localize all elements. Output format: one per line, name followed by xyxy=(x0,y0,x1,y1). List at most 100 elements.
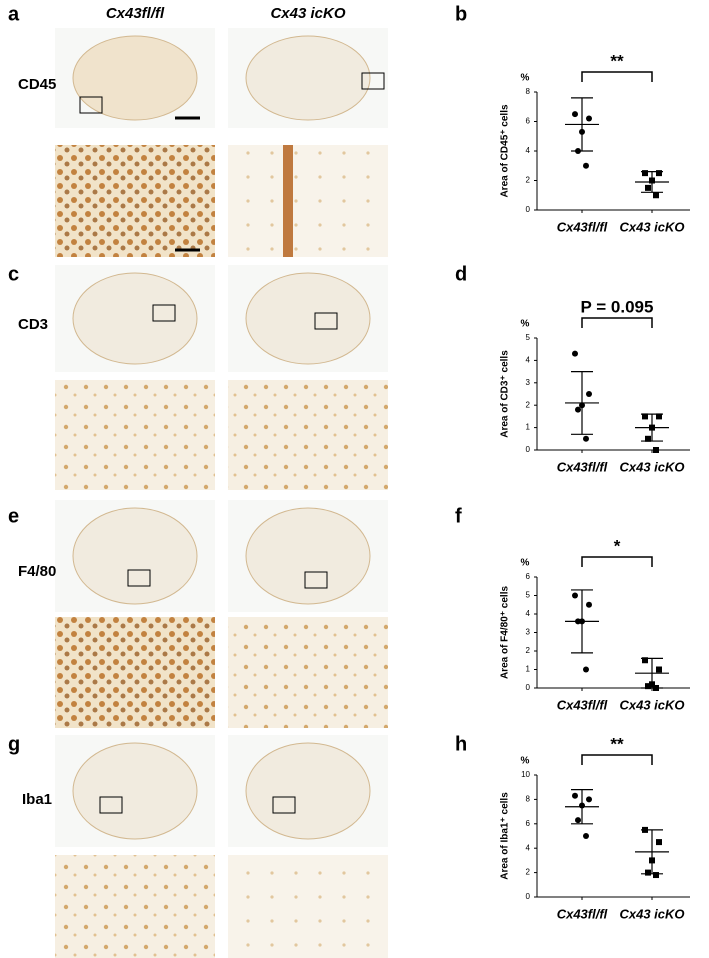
y-unit: % xyxy=(521,319,530,330)
y-tick-label: 6 xyxy=(526,117,531,126)
x-tick-label: Cx43fl/fl xyxy=(557,697,608,712)
tissue-section xyxy=(245,35,371,121)
data-point xyxy=(642,170,648,177)
zoom-image xyxy=(55,855,215,958)
panel-label: a xyxy=(8,3,20,25)
tissue-section xyxy=(72,507,198,605)
zoom-image xyxy=(55,145,215,257)
y-unit: % xyxy=(521,73,530,84)
data-point xyxy=(572,111,578,118)
panel-label: c xyxy=(8,263,19,285)
y-tick-label: 6 xyxy=(526,819,531,828)
tissue-section xyxy=(245,272,371,365)
inset-box xyxy=(304,571,328,589)
y-axis-label: Area of CD3⁺ cells xyxy=(500,350,511,438)
y-tick-label: 4 xyxy=(526,609,531,618)
y-tick-label: 2 xyxy=(526,646,531,655)
data-point xyxy=(653,447,659,453)
data-point xyxy=(583,833,589,839)
zoom-image xyxy=(228,380,388,490)
inset-box xyxy=(361,72,385,90)
data-point xyxy=(642,657,648,664)
x-tick-label: Cx43 icKO xyxy=(619,697,684,712)
panel-label: h xyxy=(455,733,467,755)
column-label: Cx43 icKO xyxy=(270,5,345,22)
y-tick-label: 3 xyxy=(526,628,531,637)
y-tick-label: 4 xyxy=(526,356,531,365)
x-tick-label: Cx43 icKO xyxy=(619,906,684,921)
significance-label: P = 0.095 xyxy=(581,297,654,316)
x-tick-label: Cx43 icKO xyxy=(619,459,684,474)
y-tick-label: 0 xyxy=(526,445,531,454)
y-tick-label: 1 xyxy=(526,423,531,432)
y-unit: % xyxy=(521,756,530,767)
y-tick-label: 0 xyxy=(526,205,531,214)
data-point xyxy=(653,872,659,879)
y-axis-label: Area of Iba1⁺ cells xyxy=(500,792,511,880)
zoom-image xyxy=(228,855,388,958)
column-label: Cx43fl/fl xyxy=(106,5,165,22)
zoom-image xyxy=(55,617,215,728)
zoom-image xyxy=(228,145,388,257)
data-point xyxy=(656,413,662,420)
panel-label: b xyxy=(455,3,467,25)
tissue-section xyxy=(72,35,198,121)
data-point xyxy=(656,839,662,846)
data-point xyxy=(572,350,578,357)
y-tick-label: 6 xyxy=(526,572,531,581)
y-tick-label: 8 xyxy=(526,795,531,804)
micrographs xyxy=(55,28,388,958)
data-point xyxy=(642,413,648,420)
data-point xyxy=(575,817,581,824)
x-tick-label: Cx43fl/fl xyxy=(557,906,608,921)
y-axis-label: Area of F4/80⁺ cells xyxy=(500,586,511,680)
row-label: CD3 xyxy=(18,316,48,333)
y-tick-label: 2 xyxy=(526,176,531,185)
data-point xyxy=(645,683,651,690)
panel-label: g xyxy=(8,733,20,755)
significance-label: * xyxy=(614,536,621,555)
data-point xyxy=(583,162,589,169)
y-tick-label: 2 xyxy=(526,868,531,877)
data-point xyxy=(645,435,651,442)
x-tick-label: Cx43fl/fl xyxy=(557,459,608,474)
tissue-section xyxy=(72,272,198,365)
y-tick-label: 5 xyxy=(526,591,531,600)
x-tick-label: Cx43fl/fl xyxy=(557,219,608,234)
significance-label: ** xyxy=(610,734,624,753)
data-point xyxy=(645,184,651,191)
zoom-image xyxy=(228,617,388,728)
y-tick-label: 10 xyxy=(521,770,530,779)
row-label: Iba1 xyxy=(22,791,52,808)
significance-bracket xyxy=(581,754,653,765)
data-point xyxy=(575,406,581,413)
panel-label: d xyxy=(455,263,467,285)
x-tick-label: Cx43 icKO xyxy=(619,219,684,234)
data-point xyxy=(583,666,589,673)
y-tick-label: 4 xyxy=(526,843,531,852)
inset-box xyxy=(272,796,296,814)
data-point xyxy=(645,869,651,876)
inset-box xyxy=(152,304,176,322)
significance-bracket xyxy=(581,556,653,567)
row-label: F4/80 xyxy=(18,563,56,580)
inset-box xyxy=(99,796,123,814)
y-tick-label: 3 xyxy=(526,378,531,387)
y-tick-label: 2 xyxy=(526,400,531,409)
data-point xyxy=(583,435,589,442)
data-point xyxy=(656,170,662,177)
tissue-section xyxy=(245,742,371,840)
data-point xyxy=(653,192,659,199)
data-point xyxy=(586,391,592,397)
y-tick-label: 8 xyxy=(526,87,531,96)
y-axis-label: Area of CD45⁺ cells xyxy=(500,104,511,198)
data-point xyxy=(586,796,592,803)
row-label: CD45 xyxy=(18,76,56,93)
panel-label: e xyxy=(8,505,19,527)
data-point xyxy=(586,601,592,608)
data-point xyxy=(656,666,662,673)
y-tick-label: 1 xyxy=(526,665,531,674)
significance-bracket xyxy=(581,71,653,82)
y-tick-label: 5 xyxy=(526,333,531,342)
